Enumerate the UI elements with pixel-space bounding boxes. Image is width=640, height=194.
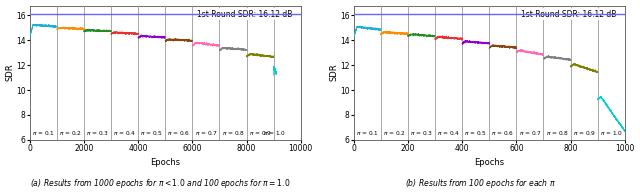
Text: (b) Results from 100 epochs for each $\pi$: (b) Results from 100 epochs for each $\p… [404, 177, 556, 190]
Text: $\pi$ = 0.3: $\pi$ = 0.3 [86, 129, 109, 137]
Y-axis label: SDR: SDR [330, 64, 339, 81]
Text: $\pi$ = 0.5: $\pi$ = 0.5 [464, 129, 487, 137]
Text: $\pi$ = 0.5: $\pi$ = 0.5 [140, 129, 163, 137]
Text: $\pi$ = 0.7: $\pi$ = 0.7 [518, 129, 541, 137]
X-axis label: Epochs: Epochs [474, 158, 504, 167]
Text: $\pi$ = 0.9: $\pi$ = 0.9 [248, 129, 271, 137]
Text: $\pi$ = 0.1: $\pi$ = 0.1 [356, 129, 379, 137]
Text: $\pi$ = 0.7: $\pi$ = 0.7 [195, 129, 217, 137]
Text: $\pi$ = 0.4: $\pi$ = 0.4 [113, 129, 136, 137]
Text: $\pi$ = 0.9: $\pi$ = 0.9 [573, 129, 596, 137]
Text: $\pi$ = 0.6: $\pi$ = 0.6 [492, 129, 515, 137]
Text: 1st Round SDR: 16.12 dB: 1st Round SDR: 16.12 dB [521, 10, 616, 19]
Y-axis label: SDR: SDR [6, 64, 15, 81]
X-axis label: Epochs: Epochs [150, 158, 180, 167]
Text: $\pi$ = 0.8: $\pi$ = 0.8 [221, 129, 244, 137]
Text: $\pi$ = 0.6: $\pi$ = 0.6 [167, 129, 190, 137]
Text: $\pi$ = 0.1: $\pi$ = 0.1 [32, 129, 55, 137]
Text: $\pi$ = 0.2: $\pi$ = 0.2 [383, 129, 406, 137]
Text: (a) Results from 1000 epochs for $\pi < 1.0$ and 100 epochs for $\pi = 1.0$: (a) Results from 1000 epochs for $\pi < … [30, 177, 290, 190]
Text: $\pi$ = 0.3: $\pi$ = 0.3 [410, 129, 433, 137]
Text: $\pi$ = 0.4: $\pi$ = 0.4 [437, 129, 460, 137]
Text: 1st Round SDR: 16.12 dB: 1st Round SDR: 16.12 dB [197, 10, 292, 19]
Text: $\pi$ = 0.2: $\pi$ = 0.2 [59, 129, 82, 137]
Text: $\pi$ = 1.0: $\pi$ = 1.0 [264, 129, 287, 137]
Text: $\pi$ = 0.8: $\pi$ = 0.8 [545, 129, 568, 137]
Text: $\pi$ = 1.0: $\pi$ = 1.0 [600, 129, 623, 137]
